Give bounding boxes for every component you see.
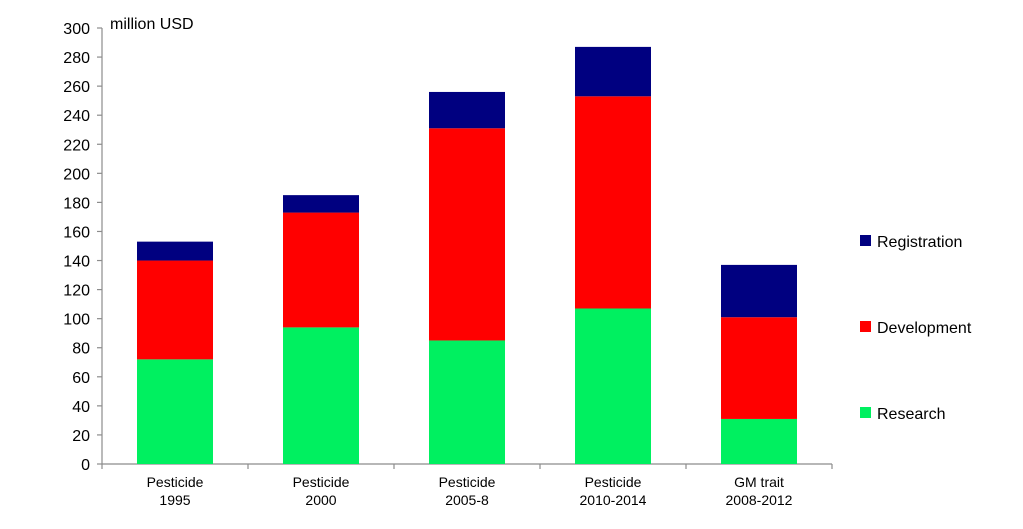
y-tick-label: 40 (72, 399, 90, 416)
legend-swatch-registration (860, 235, 871, 246)
x-tick-label: GM trait (734, 474, 784, 490)
y-tick-label: 60 (72, 370, 90, 387)
bar-segment-development (575, 96, 651, 309)
bars (137, 46, 797, 464)
x-tick-label: 2000 (305, 492, 336, 508)
x-tick-label: Pesticide (147, 474, 204, 490)
bar-segment-research (575, 308, 651, 464)
x-tick-label: Pesticide (585, 474, 642, 490)
y-tick-label: 100 (63, 312, 90, 329)
y-tick-label: 280 (63, 50, 90, 67)
bar-segment-registration (429, 91, 505, 129)
legend: Registration Development Research (860, 234, 972, 423)
y-tick-label: 160 (63, 224, 90, 241)
bar-segment-registration (137, 241, 213, 261)
legend-label-registration: Registration (877, 234, 962, 251)
bar-segment-development (283, 212, 359, 328)
y-tick-label: 300 (63, 21, 90, 38)
y-tick-label: 180 (63, 195, 90, 212)
y-axis: 0 20 40 60 80 100 120 140 160 180 200 220 240 260 280 3… (63, 21, 103, 474)
legend-swatch-research (860, 407, 871, 418)
y-tick-label: 120 (63, 283, 90, 300)
legend-swatch-development (860, 321, 871, 332)
y-tick-label: 260 (63, 79, 90, 96)
y-tick-label: 80 (72, 341, 90, 358)
bar-segment-research (429, 340, 505, 464)
x-tick-label: Pesticide (293, 474, 350, 490)
y-tick-label: 200 (63, 166, 90, 183)
bar-segment-registration (575, 46, 651, 97)
x-axis: Pesticide 1995 Pesticide 2000 Pesticide 2005-… (101, 463, 833, 508)
bar-segment-research (721, 418, 797, 464)
y-tick-label: 140 (63, 254, 90, 271)
y-tick-label: 0 (81, 457, 90, 474)
x-tick-label: 2005-8 (445, 492, 489, 508)
y-tick-label: 20 (72, 428, 90, 445)
bar-segment-development (137, 260, 213, 360)
x-tick-label: 2010-2014 (580, 492, 647, 508)
y-tick-label: 220 (63, 137, 90, 154)
bar-segment-research (283, 327, 359, 464)
unit-label: million USD (110, 16, 194, 33)
legend-label-research: Research (877, 406, 945, 423)
bar-segment-development (429, 128, 505, 341)
bar-segment-development (721, 317, 797, 419)
x-tick-label: 2008-2012 (726, 492, 793, 508)
bar-segment-research (137, 359, 213, 464)
y-tick-label: 240 (63, 108, 90, 125)
x-tick-label: Pesticide (439, 474, 496, 490)
bar-segment-registration (283, 195, 359, 213)
x-tick-label: 1995 (159, 492, 190, 508)
bar-segment-registration (721, 264, 797, 318)
legend-label-development: Development (877, 320, 972, 337)
